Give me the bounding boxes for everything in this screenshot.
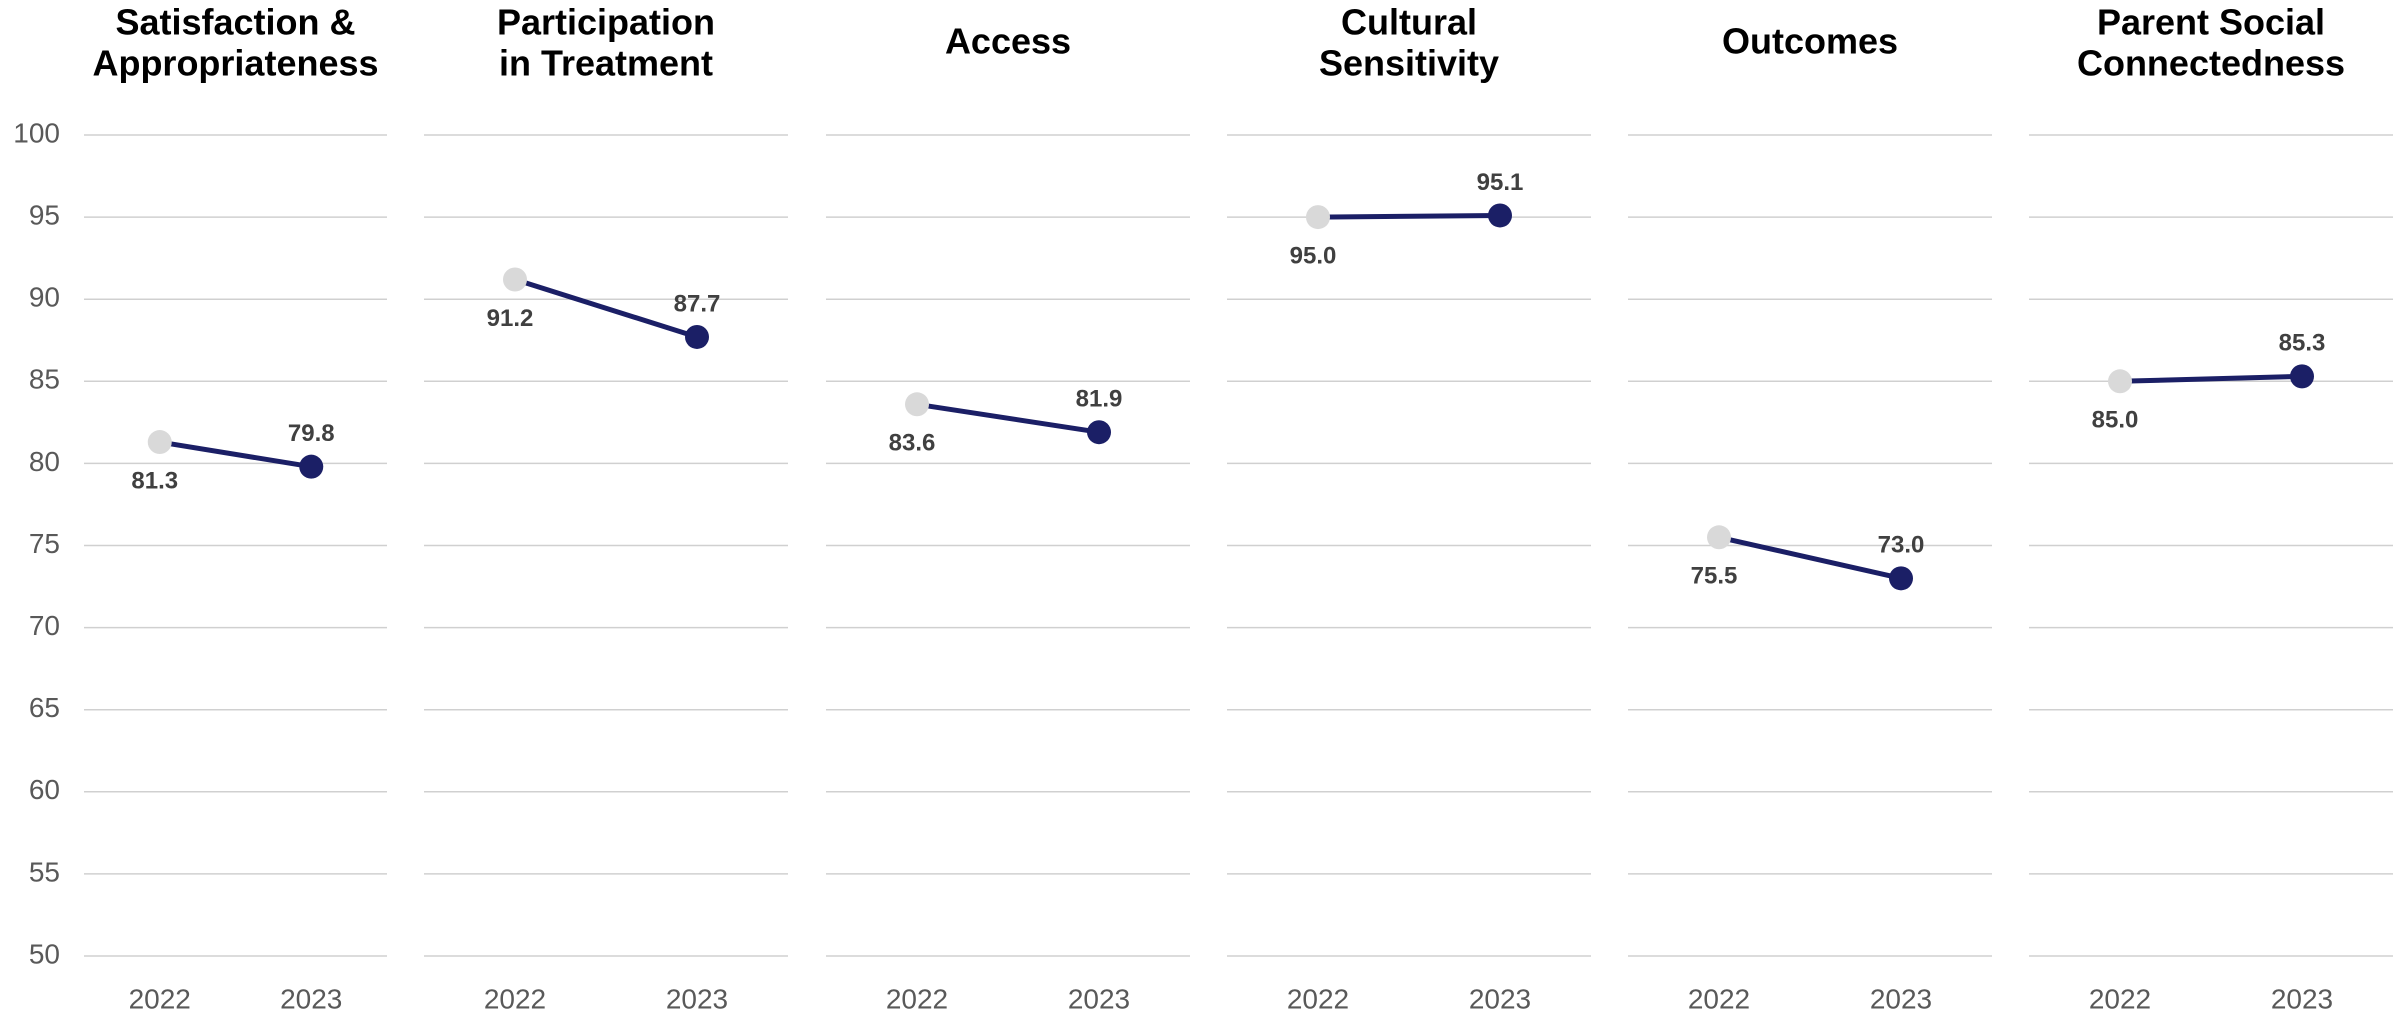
panel-title: Sensitivity — [1319, 43, 1499, 84]
x-tick-label: 2022 — [886, 983, 948, 1014]
x-tick-label: 2023 — [1068, 983, 1130, 1014]
y-tick-label: 100 — [13, 117, 60, 148]
panel-title: Satisfaction & — [115, 2, 355, 43]
y-tick-label: 55 — [29, 856, 60, 887]
point — [1087, 420, 1111, 445]
value-label: 87.7 — [674, 290, 721, 317]
value-label: 95.0 — [1290, 242, 1337, 269]
line — [1317, 212, 1501, 220]
point — [1306, 205, 1330, 230]
line — [159, 439, 312, 470]
point — [905, 392, 929, 417]
y-tick-label: 75 — [29, 528, 60, 559]
x-tick-label: 2022 — [1688, 983, 1750, 1014]
value-label: 75.5 — [1691, 563, 1738, 590]
point — [1707, 525, 1731, 550]
panel-title: Appropriateness — [92, 43, 378, 84]
line — [916, 401, 1100, 435]
y-tick-label: 85 — [29, 364, 60, 395]
point — [299, 454, 324, 479]
point — [147, 430, 172, 455]
x-tick-label: 2023 — [666, 983, 728, 1014]
point — [1488, 203, 1512, 228]
point — [2108, 369, 2132, 394]
panel-title: Cultural — [1341, 2, 1477, 43]
x-tick-label: 2022 — [2089, 983, 2151, 1014]
x-tick-label: 2022 — [1287, 983, 1349, 1014]
x-tick-label: 2023 — [2271, 983, 2333, 1014]
point — [503, 267, 527, 292]
y-tick-label: 80 — [29, 446, 60, 477]
line — [514, 277, 698, 340]
value-label: 81.3 — [131, 467, 178, 494]
panel-title: Outcomes — [1722, 21, 1898, 62]
panel-title: Access — [945, 21, 1071, 62]
point — [2290, 364, 2314, 389]
point — [1889, 566, 1913, 591]
value-label: 83.6 — [889, 430, 936, 457]
panel-title: Parent Social — [2097, 2, 2325, 43]
y-tick-label: 90 — [29, 282, 60, 313]
y-tick-label: 50 — [29, 938, 60, 969]
value-label: 81.9 — [1076, 386, 1123, 413]
panel-title: in Treatment — [499, 43, 713, 84]
panel-title: Participation — [497, 2, 715, 43]
x-tick-label: 2023 — [280, 983, 342, 1014]
value-label: 73.0 — [1878, 532, 1925, 559]
value-label: 79.8 — [288, 420, 335, 447]
value-label: 85.0 — [2092, 407, 2139, 434]
point — [685, 324, 709, 349]
y-tick-label: 65 — [29, 692, 60, 723]
value-label: 91.2 — [487, 305, 534, 332]
x-tick-label: 2022 — [129, 983, 191, 1014]
value-label: 85.3 — [2279, 330, 2326, 357]
y-tick-label: 70 — [29, 610, 60, 641]
line — [1718, 534, 1902, 581]
value-label: 95.1 — [1477, 169, 1524, 196]
panel-title: Connectedness — [2077, 43, 2345, 84]
x-tick-label: 2023 — [1469, 983, 1531, 1014]
x-tick-label: 2022 — [484, 983, 546, 1014]
y-tick-label: 95 — [29, 199, 60, 230]
y-tick-label: 60 — [29, 774, 60, 805]
line — [2119, 373, 2303, 384]
x-tick-label: 2023 — [1870, 983, 1932, 1014]
